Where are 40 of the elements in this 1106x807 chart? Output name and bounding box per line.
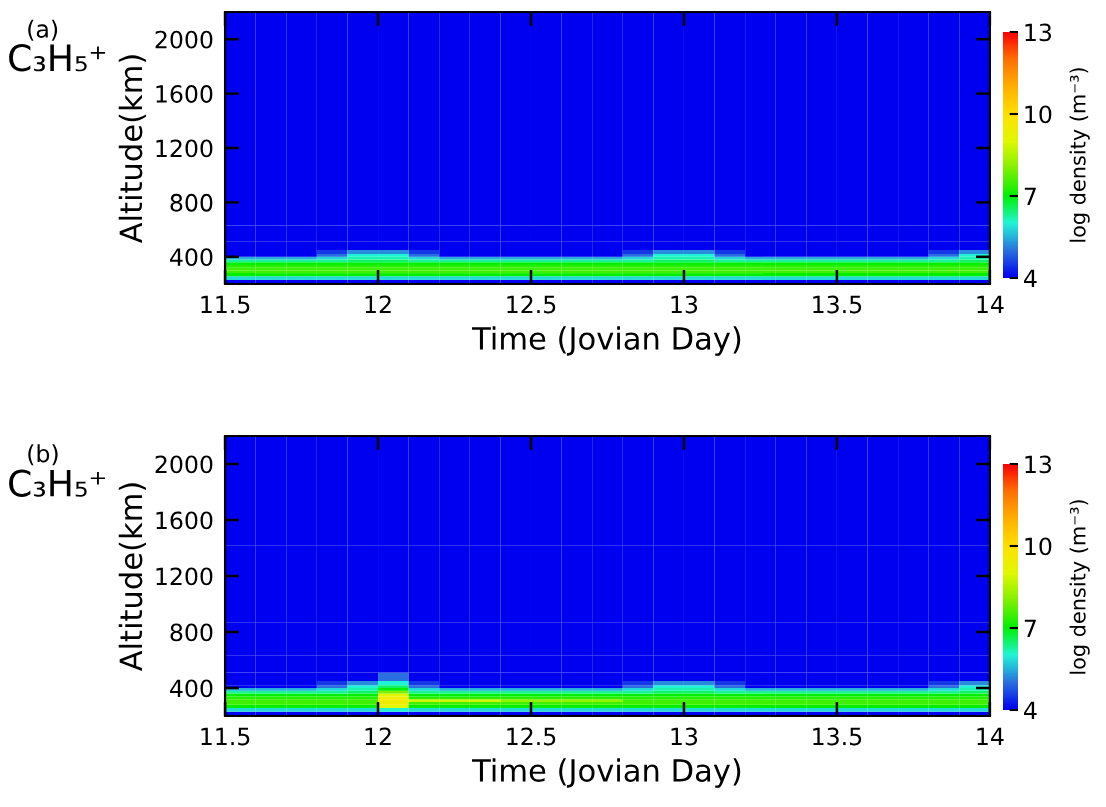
color-bar-label: 4 <box>1024 269 1037 287</box>
x-tick-label: 12 <box>365 727 391 746</box>
color-bar-label: 13 <box>1025 23 1052 42</box>
color-bar-label: 10 <box>1025 537 1052 556</box>
color-bar-title: log density (m⁻³) <box>1069 500 1090 674</box>
x-tick-label: 13.5 <box>813 295 862 314</box>
x-tick-label: 13.5 <box>813 727 862 746</box>
y-tick-label: 2000 <box>155 30 213 49</box>
y-tick-label: 1600 <box>156 85 213 103</box>
color-bar-label: 4 <box>1024 701 1037 719</box>
x-axis-title: Time (Jovian Day) <box>472 758 741 788</box>
color-bar-label: 13 <box>1025 455 1052 474</box>
x-tick-label: 14 <box>977 295 1004 314</box>
x-tick-label: 12.5 <box>507 295 556 314</box>
x-tick-label: 12.5 <box>507 727 556 746</box>
color-bar-label: 10 <box>1025 105 1052 124</box>
text: C₃H₅⁺ <box>9 469 106 497</box>
color-bar-label: 7 <box>1024 619 1036 637</box>
x-tick-label: 13 <box>671 727 698 746</box>
y-tick-label: 1200 <box>156 139 213 158</box>
y-tick-label: 400 <box>170 248 213 267</box>
x-axis-title: Time (Jovian Day) <box>472 326 741 356</box>
y-tick-label: 800 <box>170 623 213 642</box>
x-tick-label: 14 <box>977 727 1004 746</box>
x-tick-label: 11.5 <box>201 295 250 314</box>
y-axis-title: Altitude(km) <box>118 483 146 672</box>
text: (a) <box>28 19 58 41</box>
color-bar-label: 7 <box>1024 187 1036 205</box>
y-tick-label: 800 <box>170 193 213 212</box>
y-tick-label: 1600 <box>156 511 213 530</box>
y-axis-title: Altitude(km) <box>118 55 146 244</box>
x-tick-label: 13 <box>671 295 698 314</box>
color-bar-title: log density (m⁻³) <box>1069 68 1090 242</box>
y-tick-label: 400 <box>170 679 213 698</box>
text: (b) <box>28 444 58 466</box>
text: C₃H₅⁺ <box>9 44 106 72</box>
x-tick-label: 11.5 <box>201 727 250 746</box>
y-tick-label: 2000 <box>155 455 213 474</box>
y-tick-label: 1200 <box>156 567 213 586</box>
x-tick-label: 12 <box>365 295 391 314</box>
